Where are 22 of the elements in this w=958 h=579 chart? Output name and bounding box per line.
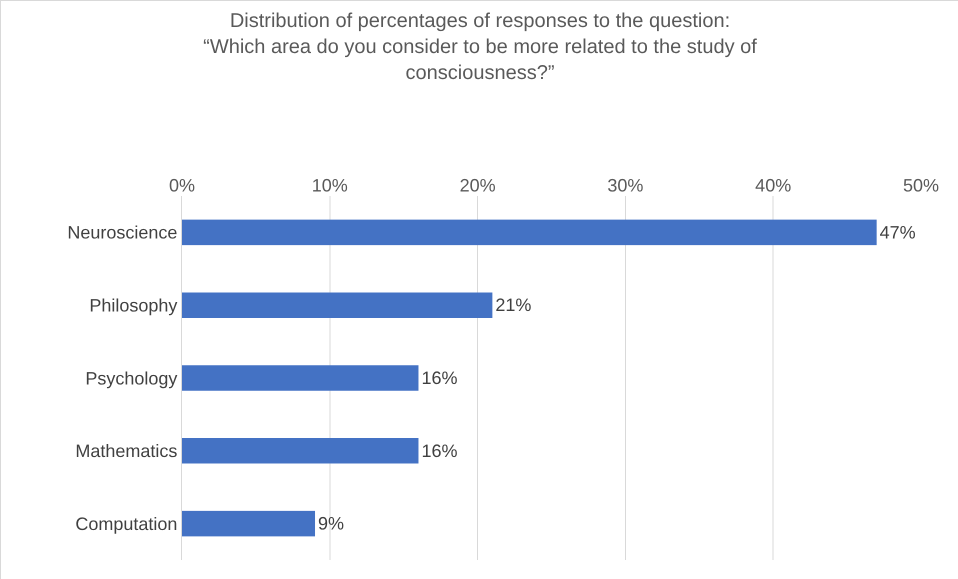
x-tick-label: 20% (460, 175, 496, 196)
y-tick-label: Computation (75, 514, 178, 534)
data-label: 9% (318, 514, 344, 534)
chart-title: Distribution of percentages of responses to the question: “Which area do you consider to be more related to the study of consciousness?” (203, 10, 758, 84)
y-tick-label: Mathematics (75, 441, 178, 462)
x-tick-label: 10% (312, 175, 348, 196)
x-tick-label: 40% (755, 175, 792, 196)
bar (182, 292, 492, 318)
bar (182, 438, 418, 464)
bar (182, 220, 877, 246)
bar (182, 365, 418, 391)
y-tick-label: Neuroscience (67, 222, 178, 243)
data-label: 16% (421, 440, 458, 461)
y-tick-label: Psychology (85, 368, 178, 388)
data-label: 47% (880, 222, 916, 242)
data-label: 21% (495, 295, 532, 316)
y-tick-label: Philosophy (89, 296, 178, 316)
x-tick-label: 30% (607, 175, 644, 196)
x-tick-label: 50% (902, 175, 940, 196)
data-label: 16% (421, 368, 458, 388)
x-tick-label: 0% (168, 175, 196, 196)
bar (182, 510, 316, 536)
